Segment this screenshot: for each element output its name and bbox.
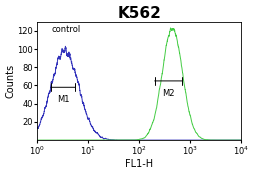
X-axis label: FL1-H: FL1-H: [124, 159, 153, 169]
Text: M2: M2: [162, 89, 174, 98]
Y-axis label: Counts: Counts: [6, 64, 15, 98]
Text: control: control: [51, 25, 80, 34]
Text: M1: M1: [56, 96, 69, 104]
Title: K562: K562: [117, 6, 161, 20]
